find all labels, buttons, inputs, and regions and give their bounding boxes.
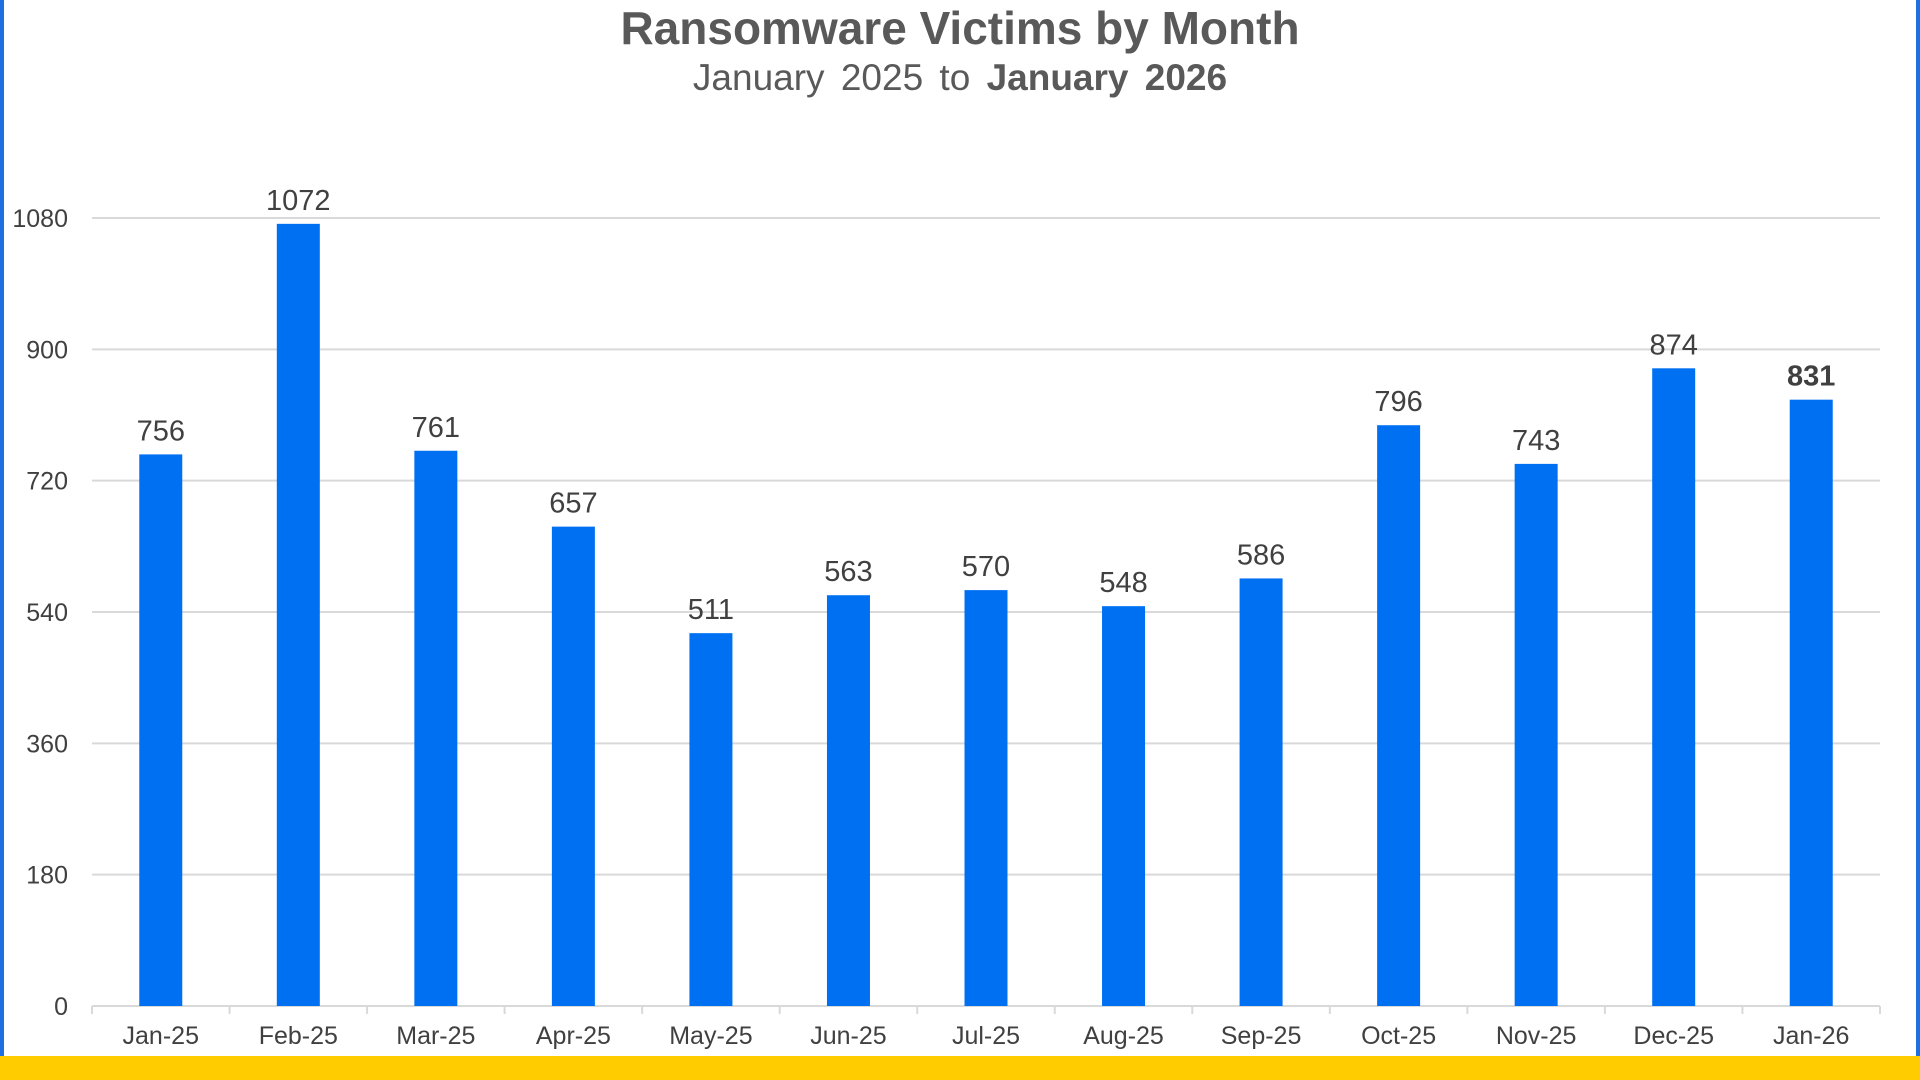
x-tick-label: Mar-25 <box>396 1022 475 1050</box>
data-label: 586 <box>1237 539 1285 571</box>
y-tick-label: 900 <box>26 336 68 364</box>
x-tick-label: May-25 <box>669 1022 752 1050</box>
x-tick-label: Feb-25 <box>259 1022 338 1050</box>
x-tick-label: Jul-25 <box>952 1022 1020 1050</box>
bar <box>1514 463 1558 1006</box>
bar <box>1377 425 1421 1006</box>
data-label: 657 <box>549 488 597 520</box>
y-tick-label: 1080 <box>12 205 68 233</box>
bar <box>1652 368 1696 1006</box>
data-label: 756 <box>137 415 185 447</box>
data-label: 563 <box>824 556 872 588</box>
chart-title: Ransomware Victims by Month <box>620 2 1300 54</box>
x-tick-label: Jan-25 <box>123 1022 199 1050</box>
subtitle-bold: January 2026 <box>986 57 1228 98</box>
y-tick-label: 180 <box>26 862 68 890</box>
bar <box>276 223 320 1006</box>
x-tick-label: Dec-25 <box>1633 1022 1714 1050</box>
x-tick-label: Sep-25 <box>1221 1022 1302 1050</box>
data-label: 761 <box>412 412 460 444</box>
y-tick-label: 540 <box>26 599 68 627</box>
data-label: 570 <box>962 551 1010 583</box>
x-tick-label: Aug-25 <box>1083 1022 1164 1050</box>
data-label: 1072 <box>266 185 331 217</box>
data-label: 511 <box>688 594 734 626</box>
bottom-band <box>0 1056 1920 1080</box>
bar <box>826 595 870 1006</box>
chart-subtitle: January 2025 to January 2026 <box>0 56 1920 100</box>
bar <box>139 454 183 1006</box>
left-frame-border <box>0 0 4 1056</box>
x-tick-label: Nov-25 <box>1496 1022 1577 1050</box>
x-tick-label: Jan-26 <box>1773 1022 1849 1050</box>
bar <box>551 526 595 1006</box>
data-label: 548 <box>1099 567 1147 599</box>
bar <box>1102 606 1146 1006</box>
bar-chart: 0 180 360 540 720 900 1080 756 Jan-25 1072 Feb-25 7… <box>12 185 1881 1050</box>
subtitle-plain: January 2025 to <box>692 57 971 98</box>
y-tick-label: 720 <box>26 468 68 496</box>
x-tick-label: Jun-25 <box>810 1022 886 1050</box>
data-label: 796 <box>1374 386 1422 418</box>
y-tick-label: 0 <box>54 993 68 1021</box>
x-tick-label: Oct-25 <box>1361 1022 1436 1050</box>
data-label: 831 <box>1787 361 1835 393</box>
bar <box>1789 399 1833 1007</box>
bar <box>414 450 458 1007</box>
y-tick-label: 360 <box>26 730 68 758</box>
data-label: 874 <box>1649 329 1697 361</box>
bar <box>689 633 733 1006</box>
bar <box>1239 578 1283 1006</box>
bar <box>964 590 1008 1006</box>
data-label: 743 <box>1512 425 1560 457</box>
x-tick-label: Apr-25 <box>536 1022 611 1050</box>
right-frame-border <box>1916 0 1920 1056</box>
